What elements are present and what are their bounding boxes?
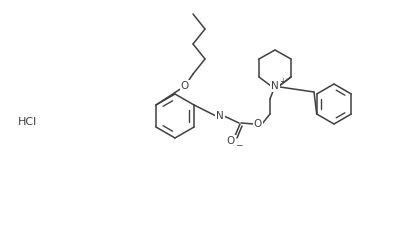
Text: HCl: HCl: [19, 117, 37, 127]
Text: −: −: [235, 141, 243, 150]
Text: N: N: [216, 111, 224, 121]
Text: O: O: [227, 136, 235, 146]
Text: +: +: [279, 77, 285, 85]
Text: N: N: [271, 81, 279, 91]
Text: O: O: [254, 119, 262, 129]
Text: O: O: [181, 81, 189, 91]
